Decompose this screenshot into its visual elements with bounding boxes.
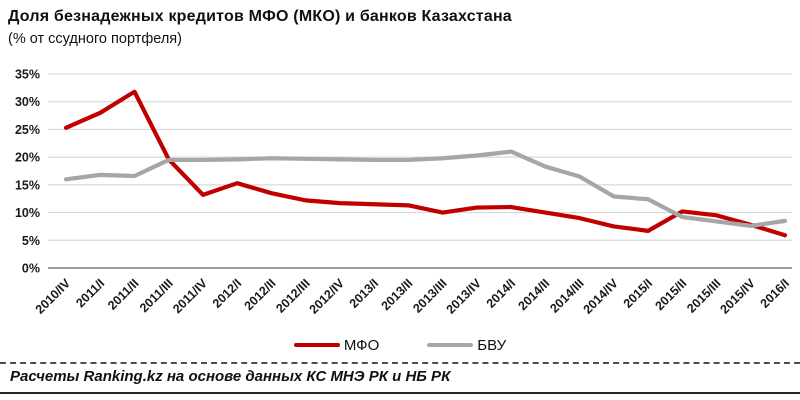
y-tick-label: 5% [22,234,40,248]
x-tick-label: 2014/IV [581,276,622,317]
x-tick-label: 2011/IV [170,276,210,316]
x-tick-label: 2012/I [210,276,244,310]
dashed-divider [0,362,800,364]
x-tick-label: 2013/III [410,276,449,315]
series-line-БВУ [63,149,788,228]
x-tick-label: 2015/II [652,276,689,313]
chart-title: Доля безнадежных кредитов МФО (МКО) и ба… [8,8,512,25]
x-tick-label: 2012/IV [307,276,348,317]
x-tick-label: 2010/IV [33,276,74,317]
x-tick-label: 2011/III [137,276,176,315]
x-tick-label: 2016/I [758,276,792,310]
legend-swatch-bvu-line [427,343,474,347]
chart-legend: МФО БВУ [0,332,800,358]
y-tick-label: 10% [15,206,40,220]
x-tick-label: 2014/III [547,276,586,315]
legend-item-bvu: БВУ [427,337,506,354]
x-tick-label: 2015/I [621,276,655,310]
source-note: Расчеты Ranking.kz на основе данных КС М… [10,368,451,385]
bottom-rule [0,392,800,394]
legend-label-mfo: МФО [343,336,380,354]
x-tick-label: 2013/II [379,276,416,313]
y-tick-label: 20% [15,151,40,165]
legend-swatch-mfo-line [293,343,340,347]
x-tick-label: 2012/II [242,276,279,313]
x-tick-label: 2013/I [347,276,381,310]
x-tick-label: 2015/III [684,276,723,315]
series-line-МФО [63,89,788,238]
y-tick-label: 0% [22,262,40,276]
x-tick-label: 2012/III [273,276,312,315]
x-tick-label: 2011/I [73,276,107,310]
line-chart-plot-area: 0%5%10%15%20%25%30%35%2010/IV 2011/I2011/… [15,68,792,317]
legend-item-mfo: МФО [293,336,380,354]
y-tick-label: 25% [15,123,40,137]
x-tick-label: 2014/I [484,276,518,310]
y-tick-label: 30% [15,95,40,109]
x-tick-label: 2014/II [516,276,553,313]
y-tick-label: 35% [15,68,40,82]
x-tick-label: 2013/IV [444,276,485,317]
x-tick-label: 2011/II [105,276,141,312]
chart-subtitle: (% от ссудного портфеля) [8,31,182,47]
x-tick-label: 2015/IV [718,276,759,317]
legend-label-bvu: БВУ [477,336,507,354]
y-tick-label: 15% [15,178,40,192]
